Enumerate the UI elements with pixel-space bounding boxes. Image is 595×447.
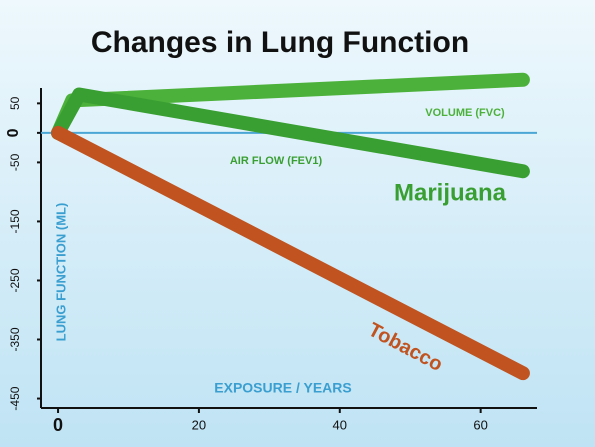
chart-title: Changes in Lung Function bbox=[91, 26, 469, 59]
y-tick-label: -250 bbox=[8, 268, 22, 292]
x-tick-label: 60 bbox=[473, 417, 487, 432]
x-tick-label: 40 bbox=[333, 417, 347, 432]
x-axis-label: EXPOSURE / YEARS bbox=[214, 380, 351, 396]
series-line bbox=[51, 87, 530, 179]
y-tick-label: -150 bbox=[8, 209, 22, 233]
series-label: VOLUME (FVC) bbox=[425, 107, 505, 119]
series-label: AIR FLOW (FEV1) bbox=[230, 155, 323, 167]
y-tick-label: -350 bbox=[8, 327, 22, 351]
x-tick-label: 0 bbox=[53, 415, 63, 435]
y-tick-label: 50 bbox=[8, 96, 22, 110]
x-tick-label: 20 bbox=[192, 417, 206, 432]
annotation: Marijuana bbox=[394, 179, 507, 206]
y-tick-label: -450 bbox=[8, 386, 22, 410]
y-axis-label: LUNG FUNCTION (ML) bbox=[53, 203, 68, 342]
y-tick-label: -50 bbox=[8, 153, 22, 171]
y-tick-label: 0 bbox=[5, 128, 22, 137]
series-line bbox=[51, 125, 530, 381]
